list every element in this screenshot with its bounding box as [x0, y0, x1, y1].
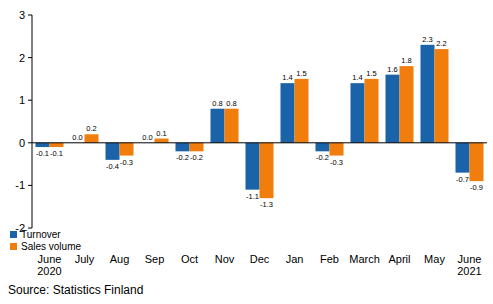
- y-tick-label: -1: [15, 179, 25, 191]
- data-label: 0.0: [142, 133, 152, 142]
- bar: [421, 45, 435, 143]
- y-tick: [28, 100, 32, 101]
- data-label: -0.2: [190, 153, 203, 162]
- legend-label: Turnover: [21, 229, 61, 240]
- bar: [85, 134, 99, 143]
- data-label: 1.5: [296, 69, 306, 78]
- data-label: -1.3: [260, 200, 273, 209]
- data-label: 1.6: [387, 65, 397, 74]
- bar: [246, 143, 260, 190]
- x-tick-label: Jan: [286, 253, 304, 265]
- data-label: 0.1: [156, 129, 166, 138]
- zero-line: [32, 142, 487, 143]
- bar: [225, 109, 239, 143]
- y-tick: [28, 15, 32, 16]
- bar: [435, 49, 449, 143]
- x-tick-label: June2020: [37, 253, 61, 277]
- bar: [330, 143, 344, 156]
- bar: [470, 143, 484, 181]
- data-label: 1.8: [401, 56, 411, 65]
- data-label: -0.1: [50, 149, 63, 158]
- bar: [365, 79, 379, 143]
- bar: [36, 143, 50, 147]
- x-tick-label: Aug: [110, 253, 130, 265]
- x-tick-label: Oct: [181, 253, 198, 265]
- bar: [50, 143, 64, 147]
- data-label: 2.2: [436, 39, 446, 48]
- bar: [316, 143, 330, 152]
- y-tick: [28, 142, 32, 143]
- data-labels: -0.1 0.0 -0.4 0.0 -0.2 0.8 -1.1 1.4 -0.2 1.4 1.6 2.…: [36, 35, 483, 209]
- bar: [211, 109, 225, 143]
- legend-swatch: [10, 243, 17, 250]
- x-tick-label: Nov: [215, 253, 235, 265]
- legend-label: Sales volume: [21, 241, 81, 252]
- data-label: 0.8: [226, 99, 236, 108]
- bar: [106, 143, 120, 160]
- data-label: -0.2: [316, 153, 329, 162]
- chart: -0.1 0.0 -0.4 0.0 -0.2 0.8 -1.1 1.4 -0.2 1.4 1.6 2.…: [0, 0, 493, 304]
- bar: [456, 143, 470, 173]
- data-label: -0.7: [456, 175, 469, 184]
- bar: [155, 139, 169, 143]
- x-tick-label: Feb: [320, 253, 339, 265]
- y-tick: [28, 185, 32, 186]
- x-tick-label: May: [424, 253, 445, 265]
- x-tick-label: March: [349, 253, 380, 265]
- data-label: 1.4: [282, 73, 292, 82]
- data-label: 1.5: [366, 69, 376, 78]
- data-label: -0.3: [330, 158, 343, 167]
- data-label: -0.4: [106, 162, 119, 171]
- y-tick-label: 3: [19, 9, 25, 21]
- bar: [351, 83, 365, 143]
- legend: TurnoverSales volume: [10, 229, 81, 252]
- bar: [190, 143, 204, 152]
- bars: [36, 45, 484, 198]
- y-tick-label: 0: [19, 137, 25, 149]
- data-label: 1.4: [352, 73, 362, 82]
- x-tick-label: Sep: [145, 253, 165, 265]
- bar: [400, 66, 414, 143]
- bar: [281, 83, 295, 143]
- bar: [120, 143, 134, 156]
- bar: [295, 79, 309, 143]
- data-label: -0.9: [470, 183, 483, 192]
- data-label: -0.1: [36, 149, 49, 158]
- data-label: 2.3: [422, 35, 432, 44]
- bar: [176, 143, 190, 152]
- data-label: -0.3: [120, 158, 133, 167]
- x-tick-label: Dec: [250, 253, 270, 265]
- legend-swatch: [10, 231, 17, 238]
- data-label: -1.1: [246, 192, 259, 201]
- y-tick-label: 2: [19, 52, 25, 64]
- data-label: 0.8: [212, 99, 222, 108]
- data-label: 0.0: [72, 133, 82, 142]
- y-tick: [28, 57, 32, 58]
- x-tick-label: April: [388, 253, 410, 265]
- x-tick-label: June2021: [457, 253, 481, 277]
- data-label: -0.2: [176, 153, 189, 162]
- x-tick-label: July: [75, 253, 95, 265]
- bar: [260, 143, 274, 198]
- y-axis: [32, 15, 33, 228]
- y-tick-label: 1: [19, 94, 25, 106]
- data-label: 0.2: [86, 124, 96, 133]
- source: Source: Statistics Finland: [8, 283, 143, 297]
- bar: [386, 75, 400, 143]
